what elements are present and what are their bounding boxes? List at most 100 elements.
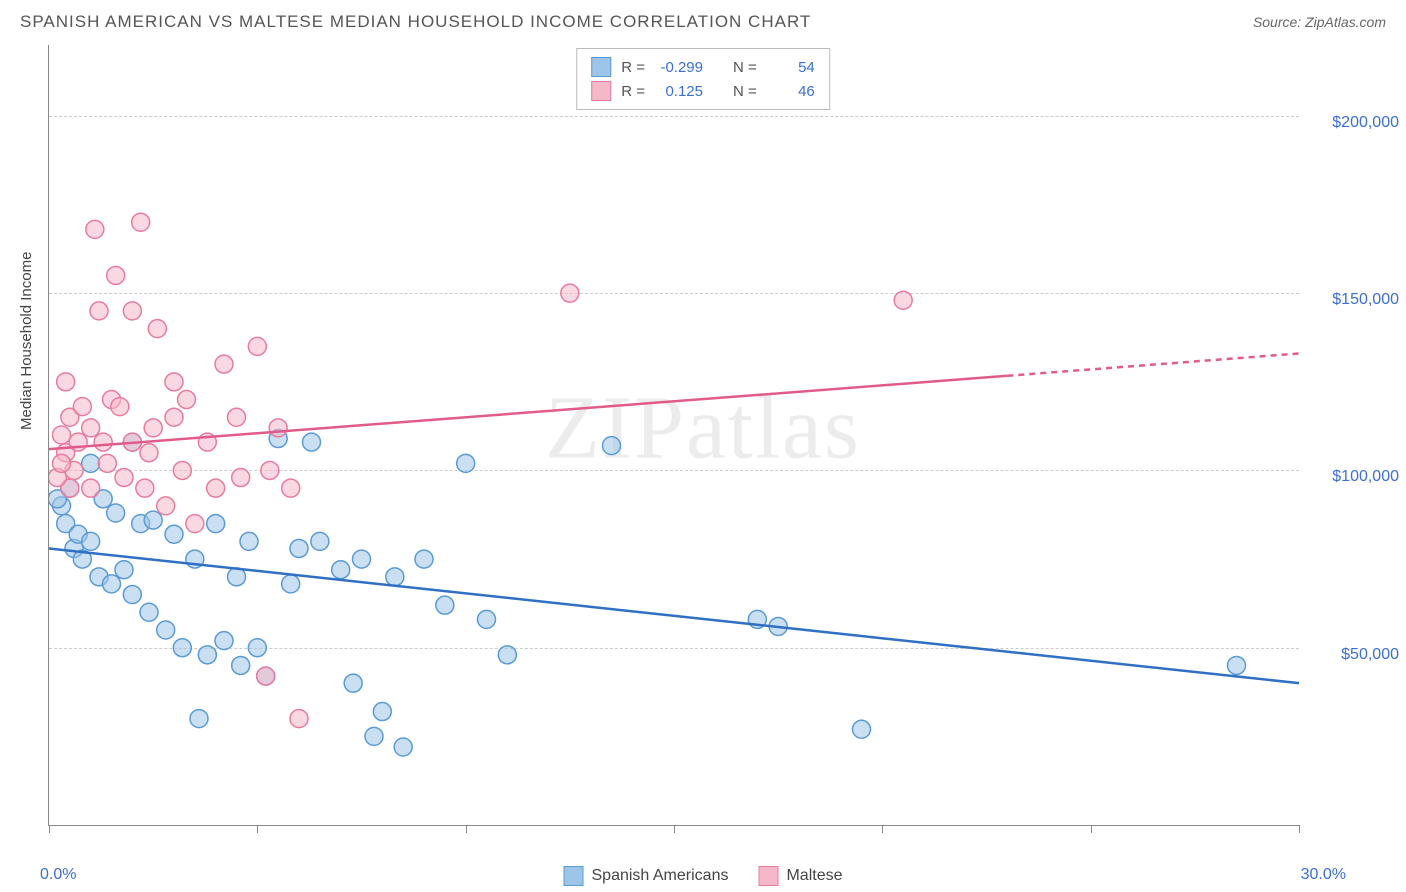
r-value-1: 0.125 bbox=[655, 83, 703, 100]
legend-row-series-0: R = -0.299 N = 54 bbox=[591, 55, 815, 79]
scatter-point bbox=[148, 320, 166, 338]
scatter-point bbox=[290, 539, 308, 557]
x-tick bbox=[674, 825, 675, 833]
chart-plot-area: $50,000$100,000$150,000$200,000 bbox=[48, 45, 1299, 826]
scatter-point bbox=[1228, 656, 1246, 674]
scatter-point bbox=[178, 391, 196, 409]
scatter-point bbox=[248, 337, 266, 355]
x-axis-max-label: 30.0% bbox=[1301, 866, 1346, 884]
scatter-point bbox=[415, 550, 433, 568]
scatter-point bbox=[207, 479, 225, 497]
scatter-point bbox=[144, 511, 162, 529]
scatter-point bbox=[394, 738, 412, 756]
x-tick bbox=[257, 825, 258, 833]
scatter-point bbox=[107, 266, 125, 284]
scatter-point bbox=[561, 284, 579, 302]
x-tick bbox=[882, 825, 883, 833]
scatter-point bbox=[232, 656, 250, 674]
scatter-point bbox=[215, 355, 233, 373]
scatter-point bbox=[123, 586, 141, 604]
scatter-point bbox=[303, 433, 321, 451]
scatter-point bbox=[157, 621, 175, 639]
scatter-point bbox=[257, 667, 275, 685]
y-tick-label: $100,000 bbox=[1309, 468, 1399, 486]
scatter-point bbox=[373, 703, 391, 721]
series-legend: Spanish Americans Maltese bbox=[564, 866, 843, 886]
y-tick-label: $50,000 bbox=[1309, 646, 1399, 664]
n-value-0: 54 bbox=[767, 59, 815, 76]
swatch-series-1 bbox=[591, 81, 611, 101]
scatter-point bbox=[165, 373, 183, 391]
scatter-point bbox=[186, 515, 204, 533]
x-tick bbox=[466, 825, 467, 833]
scatter-point bbox=[603, 437, 621, 455]
legend-item-0: Spanish Americans bbox=[564, 866, 729, 886]
scatter-point bbox=[228, 408, 246, 426]
scatter-point bbox=[115, 469, 133, 487]
y-tick-label: $200,000 bbox=[1309, 114, 1399, 132]
n-label: N = bbox=[733, 83, 757, 100]
scatter-point bbox=[165, 408, 183, 426]
x-tick bbox=[1299, 825, 1300, 833]
x-axis-min-label: 0.0% bbox=[40, 866, 76, 884]
scatter-point bbox=[478, 610, 496, 628]
scatter-point bbox=[73, 398, 91, 416]
scatter-point bbox=[386, 568, 404, 586]
scatter-point bbox=[94, 433, 112, 451]
swatch-bottom-1 bbox=[758, 866, 778, 886]
source-attribution: Source: ZipAtlas.com bbox=[1253, 14, 1386, 30]
r-value-0: -0.299 bbox=[655, 59, 703, 76]
scatter-point bbox=[82, 532, 100, 550]
scatter-point bbox=[457, 454, 475, 472]
scatter-point bbox=[436, 596, 454, 614]
header-bar: SPANISH AMERICAN VS MALTESE MEDIAN HOUSE… bbox=[0, 0, 1406, 40]
scatter-point bbox=[98, 454, 116, 472]
scatter-point bbox=[332, 561, 350, 579]
series-name-0: Spanish Americans bbox=[592, 867, 729, 885]
r-label: R = bbox=[621, 83, 645, 100]
trend-line-dashed bbox=[1007, 353, 1299, 375]
scatter-point bbox=[311, 532, 329, 550]
scatter-point bbox=[290, 710, 308, 728]
n-label: N = bbox=[733, 59, 757, 76]
scatter-point bbox=[132, 213, 150, 231]
scatter-point bbox=[353, 550, 371, 568]
scatter-point bbox=[198, 646, 216, 664]
legend-item-1: Maltese bbox=[758, 866, 842, 886]
scatter-point bbox=[123, 302, 141, 320]
scatter-point bbox=[107, 504, 125, 522]
scatter-point bbox=[86, 220, 104, 238]
legend-row-series-1: R = 0.125 N = 46 bbox=[591, 79, 815, 103]
chart-title: SPANISH AMERICAN VS MALTESE MEDIAN HOUSE… bbox=[20, 12, 811, 32]
source-prefix: Source: bbox=[1253, 14, 1305, 30]
scatter-point bbox=[248, 639, 266, 657]
scatter-point bbox=[82, 419, 100, 437]
swatch-bottom-0 bbox=[564, 866, 584, 886]
scatter-point bbox=[498, 646, 516, 664]
scatter-point bbox=[232, 469, 250, 487]
scatter-point bbox=[894, 291, 912, 309]
scatter-point bbox=[90, 302, 108, 320]
scatter-point bbox=[344, 674, 362, 692]
scatter-point bbox=[173, 461, 191, 479]
scatter-point bbox=[103, 575, 121, 593]
scatter-point bbox=[269, 419, 287, 437]
scatter-point bbox=[82, 479, 100, 497]
y-axis-label: Median Household Income bbox=[18, 252, 35, 430]
scatter-point bbox=[190, 710, 208, 728]
series-name-1: Maltese bbox=[786, 867, 842, 885]
x-tick bbox=[49, 825, 50, 833]
source-name: ZipAtlas.com bbox=[1305, 14, 1386, 30]
x-tick bbox=[1091, 825, 1092, 833]
scatter-point bbox=[215, 632, 233, 650]
r-label: R = bbox=[621, 59, 645, 76]
scatter-point bbox=[282, 479, 300, 497]
scatter-point bbox=[240, 532, 258, 550]
scatter-point bbox=[365, 727, 383, 745]
scatter-point bbox=[111, 398, 129, 416]
scatter-point bbox=[144, 419, 162, 437]
scatter-point bbox=[57, 373, 75, 391]
scatter-point bbox=[140, 444, 158, 462]
scatter-point bbox=[853, 720, 871, 738]
correlation-legend: R = -0.299 N = 54 R = 0.125 N = 46 bbox=[576, 48, 830, 110]
